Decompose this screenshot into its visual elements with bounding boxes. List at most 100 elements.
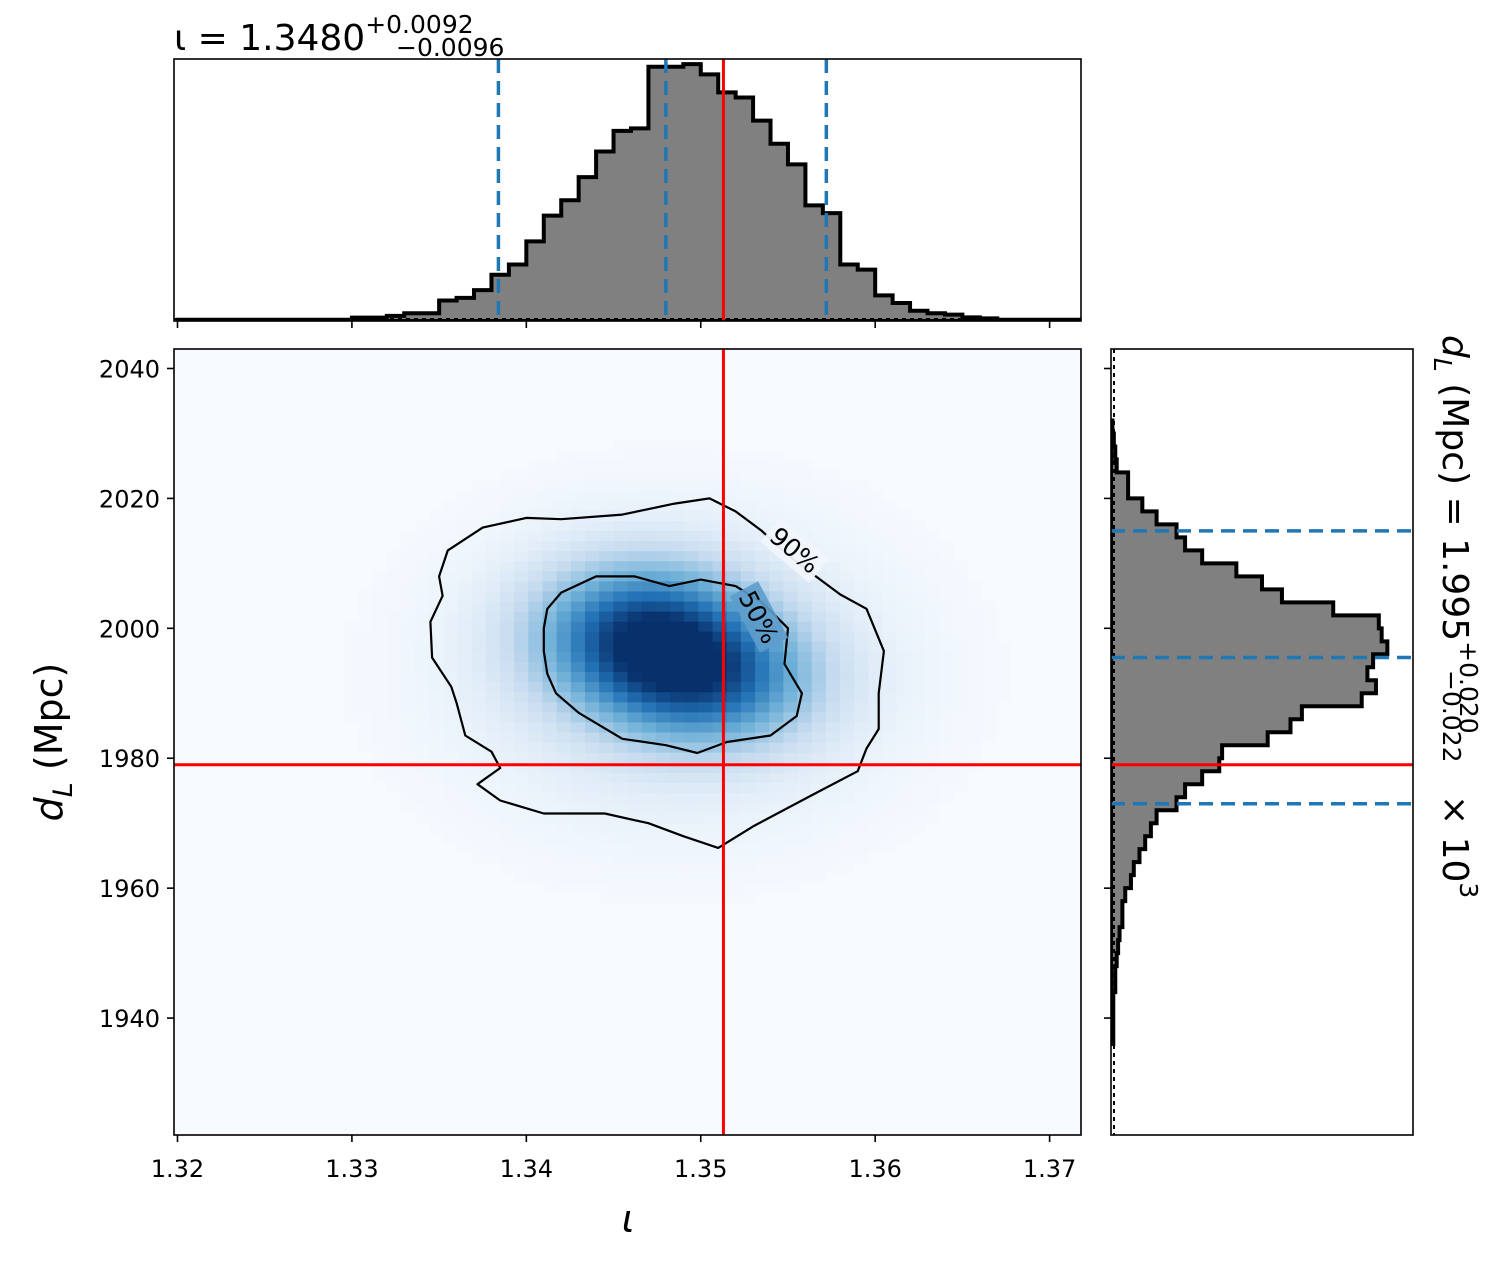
heatmap-cell — [755, 862, 770, 874]
heatmap-cell — [528, 752, 544, 763]
heatmap-cell — [910, 661, 926, 673]
heatmap-cell — [684, 661, 699, 673]
heatmap-cell — [726, 560, 742, 572]
heatmap-cell — [414, 802, 430, 814]
heatmap-cell — [698, 641, 714, 652]
heatmap-cell — [882, 500, 898, 511]
heatmap-cell — [641, 570, 657, 582]
heatmap-cell — [443, 631, 459, 642]
heatmap-cell — [670, 832, 685, 844]
heatmap-cell — [910, 590, 926, 602]
heatmap-cell — [769, 772, 784, 783]
heatmap-cell — [797, 842, 813, 854]
heatmap-cell — [372, 671, 388, 683]
heatmap-cell — [542, 510, 558, 521]
heatmap-cell — [613, 651, 629, 662]
heatmap-cell — [825, 469, 841, 481]
heatmap-cell — [514, 500, 529, 511]
heatmap-cell — [797, 480, 813, 491]
heatmap-cell — [386, 580, 402, 592]
heatmap-cell — [726, 762, 742, 773]
heatmap-cell — [783, 510, 799, 521]
heatmap-cell — [499, 812, 515, 824]
heatmap-cell — [528, 560, 544, 572]
heatmap-cell — [910, 792, 926, 804]
heatmap-cell — [783, 842, 799, 854]
heatmap-cell — [528, 681, 544, 693]
heatmap-cell — [726, 842, 742, 854]
heatmap-cell — [783, 490, 799, 501]
heatmap-cell — [882, 701, 898, 713]
heatmap-cell — [868, 580, 884, 592]
heatmap-cell — [740, 842, 756, 854]
heatmap-cell — [542, 772, 558, 783]
heatmap-cell — [655, 812, 671, 824]
heatmap-cell — [925, 550, 940, 562]
heatmap-cell — [925, 721, 940, 733]
heatmap-cell — [457, 570, 473, 582]
heatmap-cell — [528, 701, 544, 713]
heatmap-cell — [627, 469, 643, 481]
heatmap-cell — [726, 641, 742, 652]
heatmap-cell — [429, 560, 444, 572]
heatmap-cell — [670, 510, 685, 521]
heatmap-cell — [840, 782, 855, 793]
heatmap-cell — [726, 570, 742, 582]
heatmap-cell — [670, 611, 685, 622]
heatmap-cell — [514, 822, 529, 834]
heatmap-cell — [400, 661, 416, 673]
heatmap-cell — [811, 832, 827, 844]
heatmap-cell — [712, 742, 728, 753]
heatmap-cell — [584, 842, 600, 854]
heatmap-cell — [797, 520, 813, 531]
heatmap-cell — [471, 782, 487, 793]
heatmap-cell — [514, 752, 529, 763]
heatmap-cell — [740, 873, 756, 884]
heatmap-cell — [570, 782, 586, 793]
heatmap-cell — [528, 731, 544, 743]
heatmap-cell — [868, 721, 884, 733]
heatmap-cell — [443, 752, 459, 763]
heatmap-cell — [670, 711, 685, 723]
heatmap-cell — [599, 862, 614, 874]
heatmap-cell — [868, 641, 884, 652]
heatmap-cell — [910, 701, 926, 713]
heatmap-cell — [542, 762, 558, 773]
heatmap-cell — [726, 651, 742, 662]
heatmap-cell — [896, 691, 912, 703]
heatmap-cell — [797, 752, 813, 763]
heatmap-cell — [613, 782, 629, 793]
heatmap-cell — [797, 631, 813, 642]
heatmap-cell — [599, 560, 614, 572]
heatmap-cell — [528, 802, 544, 814]
heatmap-cell — [840, 681, 855, 693]
heatmap-cell — [925, 651, 940, 662]
heatmap-cell — [429, 580, 444, 592]
heatmap-cell — [414, 540, 430, 552]
heatmap-cell — [698, 681, 714, 693]
heatmap-cell — [471, 520, 487, 531]
heatmap-cell — [457, 802, 473, 814]
heatmap-cell — [896, 802, 912, 814]
heatmap-cell — [471, 691, 487, 703]
heatmap-cell — [910, 520, 926, 531]
heatmap-cell — [854, 621, 870, 632]
heatmap-cell — [868, 701, 884, 713]
heatmap-cell — [684, 641, 699, 652]
heatmap-cell — [882, 731, 898, 743]
heatmap-cell — [868, 772, 884, 783]
heatmap-cell — [825, 782, 841, 793]
heatmap-cell — [769, 782, 784, 793]
heatmap-cell — [514, 580, 529, 592]
heatmap-cell — [910, 540, 926, 552]
heatmap-cell — [684, 671, 699, 683]
heatmap-cell — [698, 852, 714, 864]
heatmap-cell — [641, 711, 657, 723]
heatmap-cell — [698, 812, 714, 824]
heatmap-cell — [740, 812, 756, 824]
heatmap-cell — [655, 842, 671, 854]
heatmap-cell — [783, 611, 799, 622]
heatmap-cell — [868, 651, 884, 662]
heatmap-cell — [967, 631, 983, 642]
